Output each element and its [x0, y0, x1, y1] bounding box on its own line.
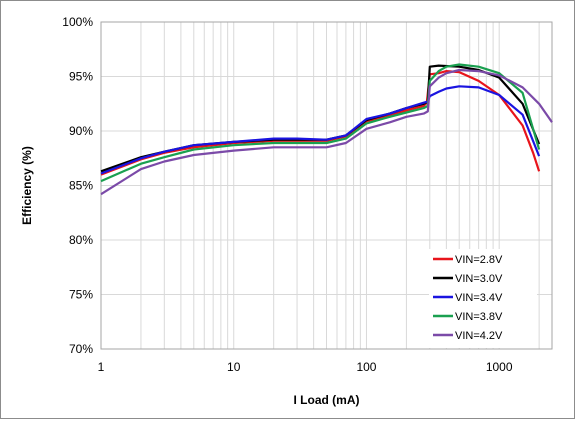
legend-label: VIN=3.0V	[455, 273, 503, 285]
x-tick-label: 1000	[486, 360, 513, 374]
x-axis-ticks: 1 10 100 1000	[98, 360, 513, 374]
series-line-vin-4-2v	[100, 68, 553, 196]
legend: VIN=2.8V VIN=3.0V VIN=3.4V VIN=3.8V VIN=4.2V	[429, 249, 537, 348]
series-line-vin-3-8v	[100, 63, 541, 183]
y-tick-label: 75%	[69, 288, 93, 302]
y-tick-label: 70%	[69, 342, 93, 356]
x-tick-label: 1	[98, 360, 105, 374]
series-lines	[100, 63, 553, 196]
legend-label: VIN=4.2V	[455, 330, 503, 342]
y-tick-label: 95%	[69, 70, 93, 84]
legend-label: VIN=3.8V	[455, 311, 503, 323]
legend-background	[429, 249, 537, 348]
x-axis-title: I Load (mA)	[294, 393, 360, 407]
y-axis-title: Efficiency (%)	[20, 146, 34, 225]
y-tick-label: 90%	[69, 124, 93, 138]
series-line-vin-3-4v	[100, 85, 541, 175]
y-tick-label: 85%	[69, 179, 93, 193]
y-tick-label: 80%	[69, 233, 93, 247]
x-tick-label: 10	[227, 360, 241, 374]
y-axis-ticks: 70% 75% 80% 85% 90% 95% 100%	[62, 15, 93, 356]
y-tick-label: 100%	[62, 15, 93, 29]
legend-label: VIN=2.8V	[455, 254, 503, 266]
legend-label: VIN=3.4V	[455, 292, 503, 304]
x-tick-label: 100	[356, 360, 376, 374]
plot-area-border	[100, 21, 553, 350]
series-line-vin-2-8v	[100, 70, 541, 176]
